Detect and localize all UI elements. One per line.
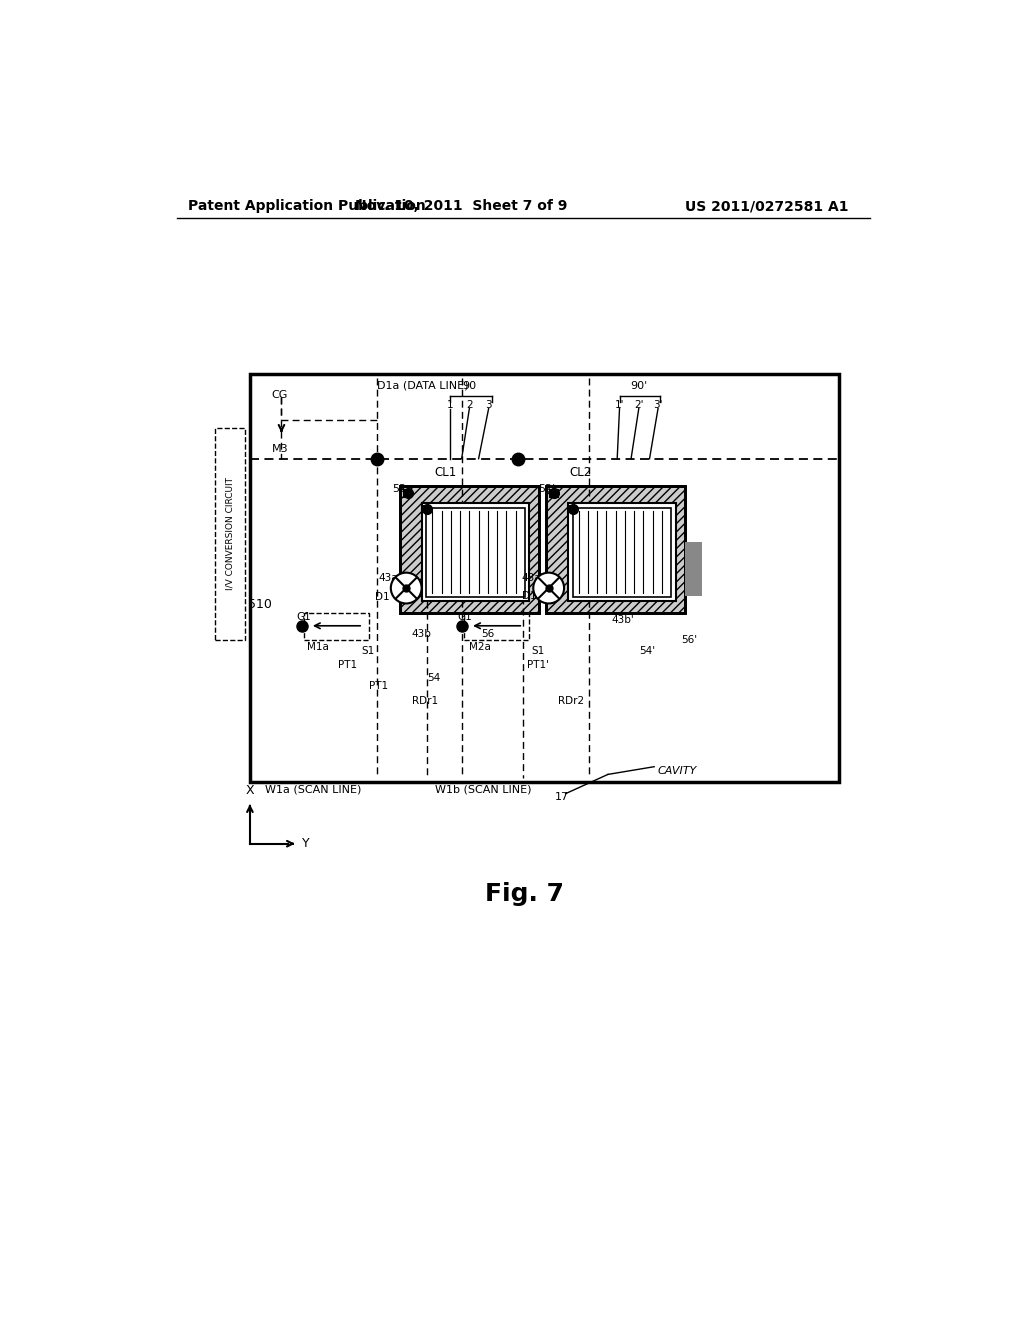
Bar <box>304 612 370 640</box>
Bar <box>569 506 578 512</box>
Text: S1: S1 <box>531 647 544 656</box>
Text: G1: G1 <box>458 611 472 622</box>
Circle shape <box>391 573 422 603</box>
Text: 54: 54 <box>427 673 440 684</box>
Text: 56: 56 <box>481 630 495 639</box>
Text: 54': 54' <box>639 647 655 656</box>
Text: CL1: CL1 <box>435 466 457 479</box>
Text: Nov. 10, 2011  Sheet 7 of 9: Nov. 10, 2011 Sheet 7 of 9 <box>355 199 568 213</box>
Text: I/V CONVERSION CIRCUIT: I/V CONVERSION CIRCUIT <box>225 477 234 590</box>
Bar <box>400 486 539 612</box>
Text: PT1: PT1 <box>339 660 357 671</box>
Text: US 2011/0272581 A1: US 2011/0272581 A1 <box>685 199 849 213</box>
Text: 43a: 43a <box>379 573 398 583</box>
Text: W1a (SCAN LINE): W1a (SCAN LINE) <box>265 785 361 795</box>
Text: D1: D1 <box>376 593 390 602</box>
Bar <box>422 503 529 601</box>
Text: CL2: CL2 <box>569 466 592 479</box>
Text: RDr1: RDr1 <box>412 696 437 706</box>
Text: S1: S1 <box>361 647 375 656</box>
Bar <box>550 488 559 498</box>
Text: 90': 90' <box>630 380 647 391</box>
Bar <box>400 486 539 612</box>
Text: 52': 52' <box>539 484 556 495</box>
Text: 3': 3' <box>653 400 663 409</box>
Text: RDr2: RDr2 <box>558 696 584 706</box>
Text: Fig. 7: Fig. 7 <box>485 882 564 906</box>
Text: PT1: PT1 <box>370 681 388 690</box>
Bar <box>250 374 839 781</box>
Bar <box>423 506 431 512</box>
Text: 90: 90 <box>462 380 476 391</box>
Bar <box>547 486 685 612</box>
Text: D1': D1' <box>521 591 540 601</box>
Text: 56': 56' <box>681 635 697 644</box>
Text: 43b: 43b <box>412 630 431 639</box>
Text: X: X <box>246 784 254 797</box>
Text: 52: 52 <box>392 484 407 495</box>
Text: 1: 1 <box>446 400 454 409</box>
Text: Y: Y <box>302 837 310 850</box>
Bar <box>215 428 245 640</box>
Text: 43a': 43a' <box>521 573 544 583</box>
Bar <box>403 488 413 498</box>
Text: CG: CG <box>271 389 288 400</box>
Text: G1: G1 <box>296 611 311 622</box>
Bar <box>426 508 524 597</box>
Text: 17: 17 <box>555 792 569 803</box>
Text: 43b': 43b' <box>611 615 635 626</box>
Text: W1b (SCAN LINE): W1b (SCAN LINE) <box>435 785 531 795</box>
Text: 1': 1' <box>614 400 625 409</box>
Bar <box>547 486 685 612</box>
Bar <box>464 612 529 640</box>
Text: 3: 3 <box>485 400 492 409</box>
Text: 2: 2 <box>466 400 473 409</box>
Text: 510: 510 <box>248 598 271 611</box>
Text: M1a: M1a <box>307 643 329 652</box>
Text: M2a: M2a <box>469 643 492 652</box>
Bar <box>685 541 701 595</box>
Text: M3: M3 <box>271 445 288 454</box>
Circle shape <box>534 573 564 603</box>
Text: CAVITY: CAVITY <box>658 766 697 776</box>
Text: PT1': PT1' <box>527 660 549 671</box>
Bar <box>572 508 671 597</box>
Text: D1a (DATA LINE): D1a (DATA LINE) <box>377 380 468 391</box>
Bar <box>568 503 676 601</box>
Text: Patent Application Publication: Patent Application Publication <box>188 199 426 213</box>
Text: 2': 2' <box>634 400 643 409</box>
